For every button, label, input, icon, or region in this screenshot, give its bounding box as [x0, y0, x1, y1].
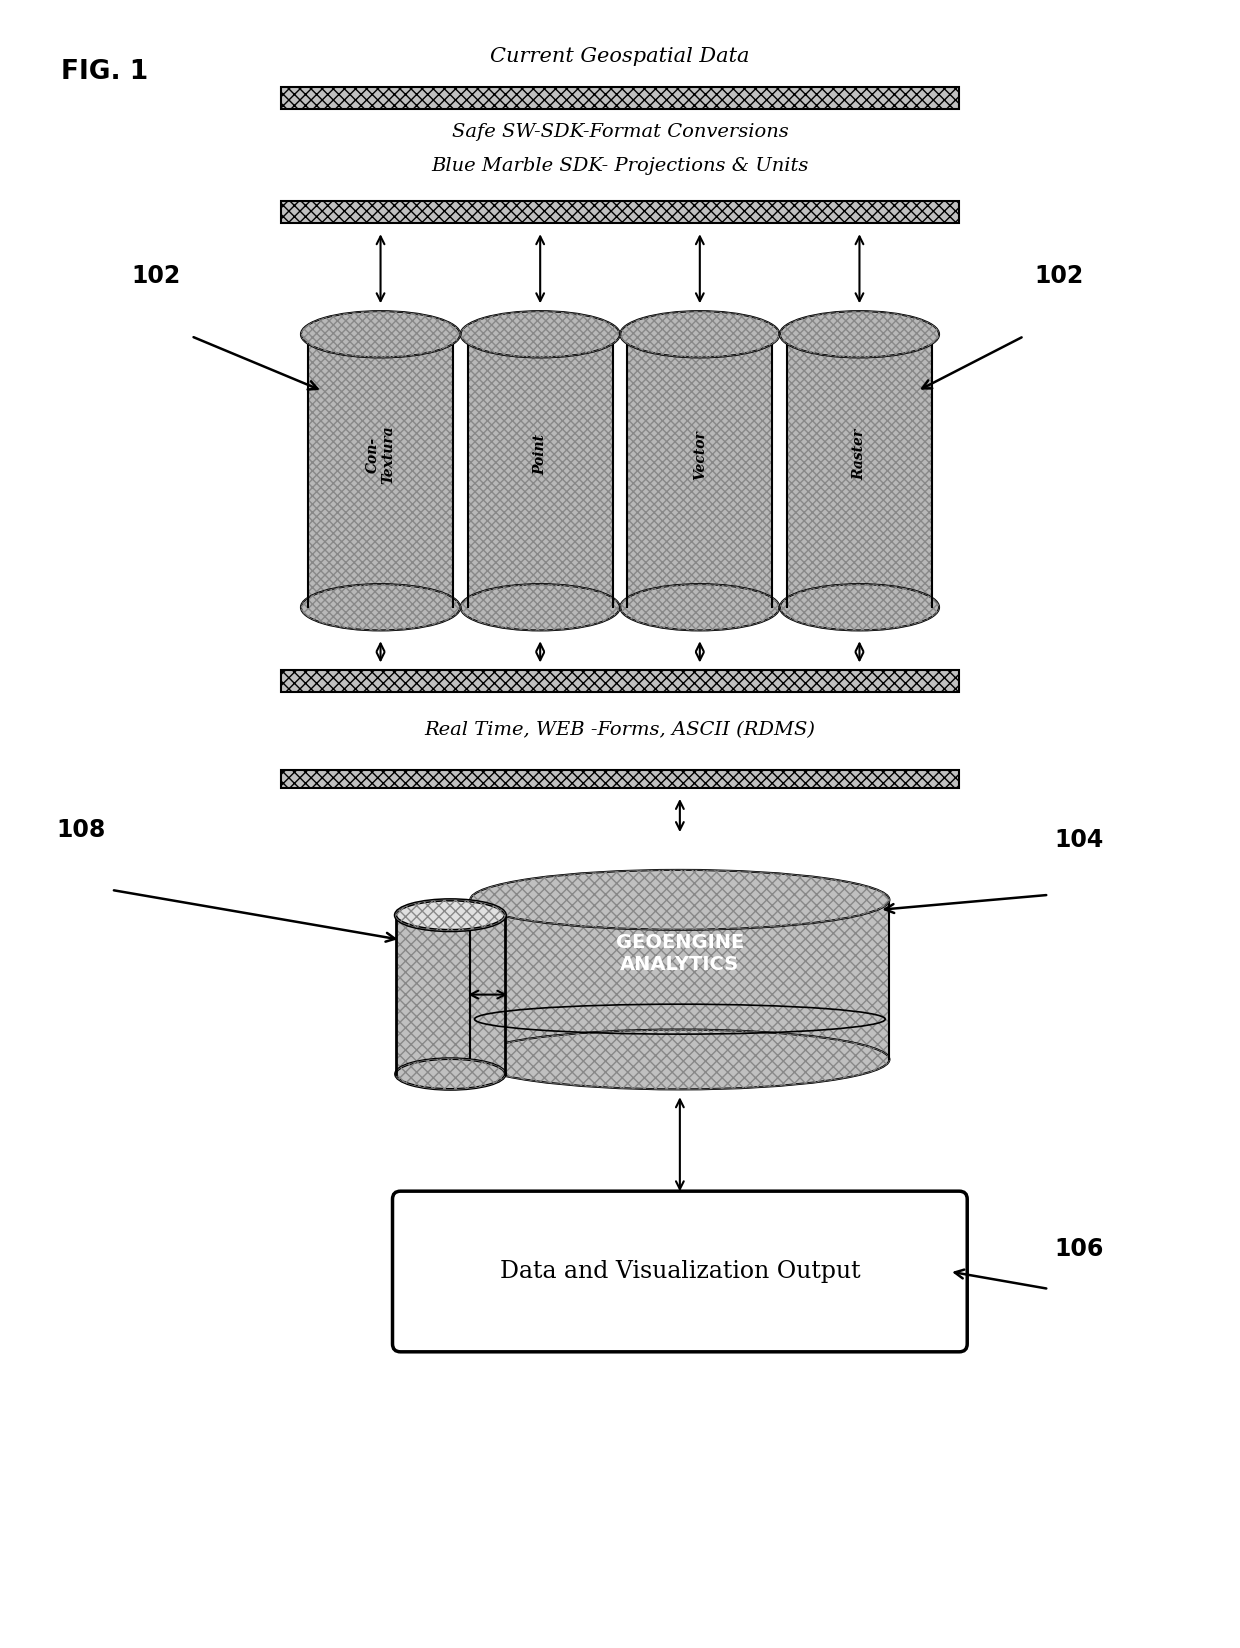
Text: FIG. 1: FIG. 1: [61, 59, 149, 84]
Text: Data and Visualization Output: Data and Visualization Output: [500, 1261, 861, 1284]
FancyBboxPatch shape: [393, 1192, 967, 1351]
Bar: [280, 201, 960, 224]
Bar: [467, 335, 613, 606]
Bar: [280, 671, 960, 692]
Ellipse shape: [780, 583, 939, 631]
Text: 102: 102: [1034, 264, 1084, 288]
Text: Vector: Vector: [693, 430, 707, 480]
Ellipse shape: [620, 311, 780, 358]
Ellipse shape: [620, 583, 780, 631]
Text: Safe SW-SDK-Format Conversions: Safe SW-SDK-Format Conversions: [451, 122, 789, 140]
Text: Con-
Textura: Con- Textura: [366, 425, 396, 485]
Ellipse shape: [396, 1058, 505, 1089]
Text: Real Time, WEB -Forms, ASCII (RDMS): Real Time, WEB -Forms, ASCII (RDMS): [424, 722, 816, 740]
Text: 102: 102: [131, 264, 181, 288]
Text: Current Geospatial Data: Current Geospatial Data: [490, 48, 750, 66]
Ellipse shape: [301, 311, 460, 358]
Text: 108: 108: [57, 817, 105, 842]
Ellipse shape: [780, 311, 939, 358]
Bar: [309, 335, 453, 606]
Text: Point: Point: [533, 435, 547, 475]
Bar: [470, 900, 889, 1060]
Bar: [627, 335, 773, 606]
Bar: [787, 335, 931, 606]
Ellipse shape: [460, 311, 620, 358]
Bar: [280, 87, 960, 109]
Text: Raster: Raster: [852, 428, 867, 480]
Bar: [470, 900, 889, 1060]
Bar: [467, 335, 613, 606]
Ellipse shape: [470, 1030, 889, 1089]
Bar: [627, 335, 773, 606]
Text: 106: 106: [1054, 1238, 1104, 1261]
Text: GEOENGINE
ANALYTICS: GEOENGINE ANALYTICS: [616, 933, 744, 974]
Ellipse shape: [470, 870, 889, 929]
Text: 104: 104: [1054, 827, 1104, 852]
Ellipse shape: [396, 900, 505, 931]
Bar: [787, 335, 931, 606]
Bar: [280, 770, 960, 788]
Ellipse shape: [460, 583, 620, 631]
Bar: [396, 915, 505, 1074]
Ellipse shape: [301, 583, 460, 631]
Bar: [396, 915, 505, 1074]
Text: Blue Marble SDK- Projections & Units: Blue Marble SDK- Projections & Units: [432, 158, 808, 175]
Bar: [309, 335, 453, 606]
